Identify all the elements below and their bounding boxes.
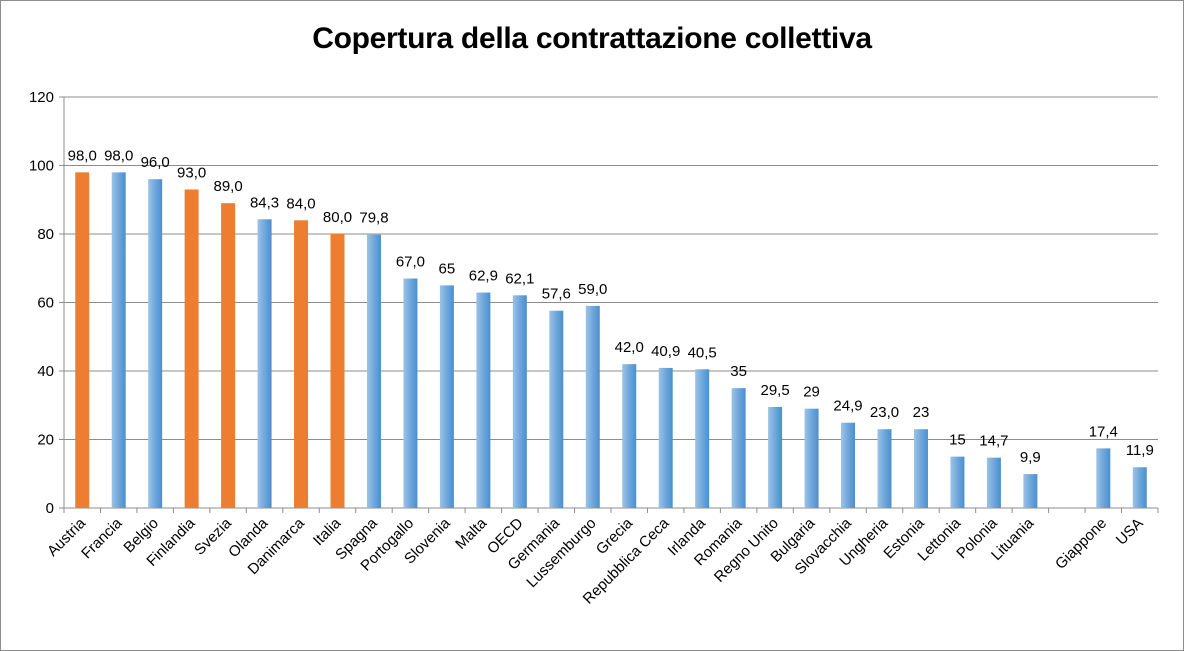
data-label: 62,1: [505, 270, 534, 287]
data-label: 40,5: [688, 344, 717, 361]
bar-lettonia: [950, 456, 965, 508]
x-tick-label: USA: [1113, 515, 1147, 549]
data-label: 24,9: [833, 398, 862, 415]
bar-oecd: [512, 295, 527, 508]
data-label: 40,9: [651, 343, 680, 360]
data-label: 62,9: [469, 268, 498, 285]
bar-spagna: [366, 234, 381, 508]
bar-lituania: [1023, 474, 1038, 508]
data-label: 59,0: [578, 281, 607, 298]
x-tick-label: Giappone: [1052, 515, 1110, 573]
y-tick-label: 20: [37, 432, 54, 449]
bar-austria: [75, 172, 90, 508]
data-label: 65: [439, 260, 456, 277]
bar-romania: [731, 388, 746, 508]
chart-title: Copertura della contrattazione collettiv…: [312, 22, 872, 55]
bar-slovacchia: [841, 422, 856, 508]
y-axis-ticks: 0 20 40 60 80 100 120: [29, 89, 54, 517]
bar-portogallo: [403, 278, 418, 508]
y-tick-label: 0: [46, 500, 54, 517]
bar-ungheria: [877, 429, 892, 508]
bar-bulgaria: [804, 408, 819, 508]
bar-finlandia: [184, 189, 199, 508]
data-label: 42,0: [615, 339, 644, 356]
bar-usa: [1132, 467, 1147, 508]
bar-irlanda: [695, 369, 710, 508]
data-label: 15: [949, 432, 966, 449]
y-tick-label: 80: [37, 226, 54, 243]
data-label: 17,4: [1089, 423, 1118, 440]
data-labels: 98,0 98,0 96,0 93,0 89,0 84,3 84,0 80,0 79,8 67,0…: [68, 147, 1154, 466]
bar-svezia: [221, 203, 236, 509]
data-label: 67,0: [396, 254, 425, 271]
bar-giappone: [1096, 448, 1111, 508]
data-label: 14,7: [979, 433, 1008, 450]
y-tick-label: 60: [37, 295, 54, 312]
data-label: 23: [913, 404, 930, 421]
bar-polonia: [986, 457, 1001, 508]
bar-grecia: [622, 364, 637, 508]
data-label: 29: [803, 384, 820, 401]
data-label: 84,3: [250, 194, 279, 211]
data-label: 93,0: [177, 164, 206, 181]
x-axis-ticks: AustriaFranciaBelgioFinlandiaSveziaOland…: [44, 514, 1147, 607]
data-label: 79,8: [359, 210, 388, 227]
data-label: 29,5: [760, 382, 789, 399]
data-label: 11,9: [1126, 442, 1154, 459]
bar-italia: [330, 234, 345, 508]
data-label: 89,0: [213, 178, 242, 195]
bar-danimarca: [294, 220, 309, 509]
data-label: 84,0: [286, 195, 315, 212]
bar-francia: [111, 172, 126, 508]
gridlines: [59, 96, 1159, 513]
bar-belgio: [148, 179, 163, 508]
data-label: 23,0: [870, 404, 899, 421]
y-tick-label: 100: [29, 158, 54, 175]
bar-olanda: [257, 219, 272, 508]
y-tick-label: 40: [37, 363, 54, 380]
y-tick-label: 120: [29, 89, 54, 106]
bar-regno-unito: [768, 406, 783, 508]
data-label: 98,0: [104, 147, 133, 164]
bars: [75, 172, 1147, 509]
bar-estonia: [913, 429, 928, 508]
bar-malta: [476, 292, 491, 508]
data-label: 9,9: [1020, 449, 1041, 466]
data-label: 80,0: [323, 209, 352, 226]
data-label: 98,0: [68, 147, 97, 164]
bar-slovenia: [439, 285, 454, 508]
bar-repubblica-ceca: [658, 367, 673, 508]
bar-lussemburgo: [585, 305, 600, 508]
data-label: 35: [730, 363, 747, 380]
bar-germania: [549, 310, 564, 508]
x-tick-label: Francia: [78, 514, 126, 562]
data-label: 57,6: [542, 286, 571, 303]
data-label: 96,0: [141, 154, 170, 171]
